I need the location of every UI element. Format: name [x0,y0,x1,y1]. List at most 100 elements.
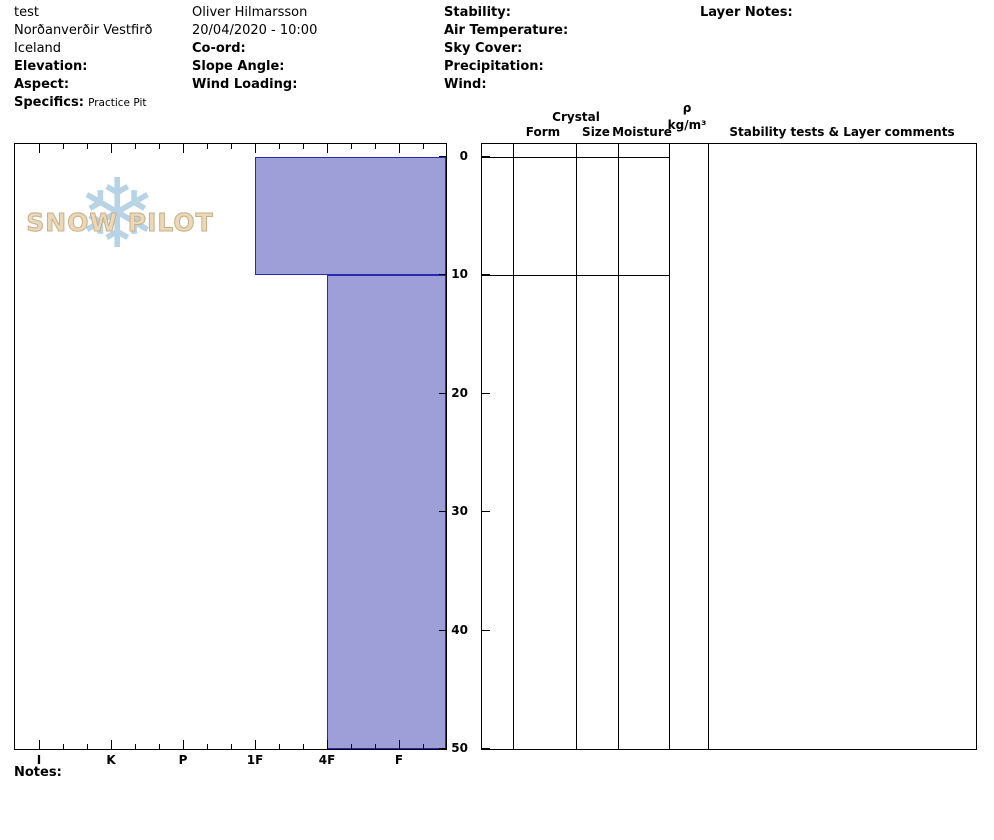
snow-layer-bar-1 [255,157,446,275]
table-depth-tick [482,511,490,512]
hardness-tick [399,144,400,153]
coord-label: Co-ord: [192,41,246,56]
depth-tick [439,274,446,275]
stability-label: Stability: [444,5,511,20]
depth-label: 0 [459,149,468,163]
hardness-label: 1F [246,753,264,767]
depth-label: 30 [451,504,468,518]
depth-label: 50 [451,741,468,755]
pit-region: Norðanverðir Vestfirð [14,23,153,38]
crystal-group-header: Crystal [552,110,600,124]
wind-loading-label: Wind Loading: [192,77,298,92]
hardness-tick [327,740,328,749]
depth-tick [439,511,446,512]
hardness-tick [183,740,184,749]
hardness-label: K [106,753,116,767]
hardness-tick [303,744,304,749]
hardness-tick [159,144,160,149]
hardness-tick [111,144,112,153]
hardness-tick [135,744,136,749]
table-depth-tick [482,630,490,631]
pit-datetime: 20/04/2020 - 10:00 [192,23,318,38]
table-column-line [708,144,709,749]
wind-label: Wind: [444,77,487,92]
hardness-tick [351,144,352,149]
air-temperature-label: Air Temperature: [444,23,569,38]
stability-comments-header: Stability tests & Layer comments [729,125,955,139]
hardness-label: F [394,753,404,767]
moisture-column-header: Moisture [612,125,672,139]
hardness-tick [135,144,136,149]
hardness-tick [207,744,208,749]
hardness-tick [255,740,256,749]
hardness-tick [375,144,376,149]
hardness-tick [159,744,160,749]
hardness-tick [303,144,304,149]
table-column-line [669,144,670,749]
hardness-tick [399,740,400,749]
snowpilot-logo: ❄ SNOW PILOT [25,164,215,284]
table-depth-tick [482,393,490,394]
aspect-label: Aspect: [14,77,70,92]
hardness-tick [423,744,424,749]
hardness-axis: I K P 1F 4F F [14,753,447,769]
hardness-tick [255,144,256,153]
table-depth-tick [482,156,490,157]
table-column-line [513,144,514,749]
hardness-tick [423,144,424,149]
hardness-tick [327,144,328,153]
depth-label: 40 [451,623,468,637]
hardness-tick [39,144,40,153]
depth-tick [439,748,446,749]
hardness-tick [87,144,88,149]
hardness-tick [231,144,232,149]
hardness-label: P [178,753,188,767]
depth-tick [439,393,446,394]
table-column-line [576,144,577,749]
layer-boundary-line [482,157,669,158]
table-column-line [618,144,619,749]
hardness-tick [231,744,232,749]
hardness-tick [111,740,112,749]
layer-notes-label: Layer Notes: [700,5,793,20]
notes-label: Notes: [14,765,62,780]
specifics-label: Specifics: [14,95,84,110]
pit-name: test [14,5,39,20]
hardness-tick [207,144,208,149]
hardness-tick [39,740,40,749]
specifics-line: Specifics: Practice Pit [14,94,147,112]
depth-label: 20 [451,386,468,400]
observer-name: Oliver Hilmarsson [192,5,308,20]
density-symbol-header: ρ [682,101,692,115]
table-depth-tick [482,748,490,749]
elevation-label: Elevation: [14,59,88,74]
snowflake-icon: ❄ [77,158,158,270]
hardness-tick [375,744,376,749]
hardness-tick [279,144,280,149]
hardness-tick [63,744,64,749]
hardness-tick [63,144,64,149]
precipitation-label: Precipitation: [444,59,544,74]
table-depth-tick [482,274,490,275]
snowpilot-logo-text: SNOW PILOT [26,208,214,238]
depth-axis: 0 10 20 30 40 50 [447,143,477,755]
density-unit-header: kg/m³ [667,118,707,132]
hardness-tick [351,744,352,749]
sky-cover-label: Sky Cover: [444,41,523,56]
size-column-header: Size [582,125,610,139]
layer-data-table [481,143,977,750]
layer-boundary-line [482,275,669,276]
depth-tick [439,156,446,157]
hardness-label: I [36,753,42,767]
hardness-profile-chart: ❄ SNOW PILOT [14,143,447,750]
specifics-value: Practice Pit [88,97,147,109]
hardness-tick [183,144,184,153]
hardness-label: 4F [318,753,336,767]
depth-label: 10 [451,267,468,281]
hardness-tick [87,744,88,749]
depth-tick [439,630,446,631]
hardness-tick [279,744,280,749]
slope-angle-label: Slope Angle: [192,59,285,74]
pit-country: Iceland [14,41,62,56]
